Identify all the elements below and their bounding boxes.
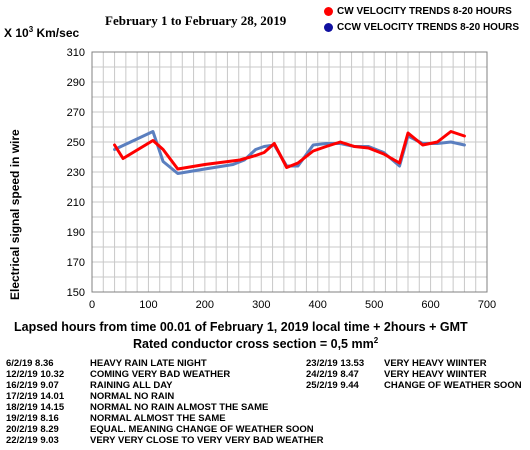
legend-item-ccw: CCW VELOCITY TRENDS 8-20 HOURS bbox=[324, 22, 519, 33]
note-row: 12/2/19 10.32 COMING VERY BAD WEATHER bbox=[6, 369, 324, 380]
note-date: 6/2/19 8.36 bbox=[6, 358, 54, 369]
x-tick-label: 600 bbox=[421, 299, 439, 311]
y-tick-label: 150 bbox=[67, 287, 85, 299]
legend-label-ccw: CCW VELOCITY TRENDS 8-20 HOURS bbox=[337, 22, 520, 33]
note-row: 16/2/19 9.07 RAINING ALL DAY bbox=[6, 380, 324, 391]
note-row: 20/2/19 8.29 EQUAL. MEANING CHANGE OF WEA… bbox=[6, 424, 324, 435]
note-text: RAINING ALL DAY bbox=[90, 380, 173, 391]
legend-marker-cw bbox=[324, 7, 333, 16]
x-tick-label: 100 bbox=[139, 299, 157, 311]
note-date: 17/2/19 14.01 bbox=[6, 391, 65, 402]
legend-item-cw: CW VELOCITY TRENDS 8-20 HOURS bbox=[324, 6, 512, 17]
note-row: 23/2/19 13.53 VERY HEAVY WIINTER bbox=[306, 358, 522, 369]
note-date: 24/2/19 8.47 bbox=[306, 369, 359, 380]
note-text: EQUAL. MEANING CHANGE OF WEATHER SOON bbox=[90, 424, 314, 435]
note-text: HEAVY RAIN LATE NIGHT bbox=[90, 358, 207, 369]
weather-notes-right: 23/2/19 13.53 VERY HEAVY WIINTER 24/2/19 8… bbox=[306, 358, 522, 391]
x-axis-label: Lapsed hours from time 00.01 of February… bbox=[14, 320, 468, 334]
y-tick-label: 270 bbox=[67, 107, 85, 119]
x-tick-label: 0 bbox=[89, 299, 95, 311]
note-text: VERY HEAVY WIINTER bbox=[384, 369, 487, 380]
series-line-cw bbox=[113, 130, 466, 171]
y-tick-label: 230 bbox=[67, 167, 85, 179]
note-row: 24/2/19 8.47 VERY HEAVY WIINTER bbox=[306, 369, 522, 380]
x-tick-label: 300 bbox=[252, 299, 270, 311]
note-row: 18/2/19 14.15 NORMAL NO RAIN ALMOST THE S… bbox=[6, 402, 324, 413]
note-row: 6/2/19 8.36 HEAVY RAIN LATE NIGHT bbox=[6, 358, 324, 369]
note-row: 25/2/19 9.44 CHANGE OF WEATHER SOON bbox=[306, 380, 522, 391]
note-row: 22/2/19 9.03 VERY VERY CLOSE TO VERY VERY… bbox=[6, 435, 324, 446]
legend-label-cw: CW VELOCITY TRENDS 8-20 HOURS bbox=[337, 6, 512, 17]
note-date: 12/2/19 10.32 bbox=[6, 369, 65, 380]
y-tick-label: 190 bbox=[67, 227, 85, 239]
unit-label: X 103 Km/sec bbox=[4, 25, 80, 40]
y-tick-label: 290 bbox=[67, 77, 85, 89]
weather-notes-left: 6/2/19 8.36 HEAVY RAIN LATE NIGHT 12/2/19 … bbox=[6, 358, 324, 446]
note-text: VERY VERY CLOSE TO VERY VERY BAD WEATHER bbox=[90, 435, 324, 446]
y-tick-label: 210 bbox=[67, 197, 85, 209]
y-tick-label: 250 bbox=[67, 137, 85, 149]
x-tick-label: 700 bbox=[478, 299, 496, 311]
x-tick-label: 200 bbox=[196, 299, 214, 311]
note-text: NORMAL NO RAIN bbox=[90, 391, 175, 402]
note-date: 16/2/19 9.07 bbox=[6, 380, 59, 391]
y-tick-label: 170 bbox=[67, 257, 85, 269]
y-tick-label: 310 bbox=[67, 47, 85, 59]
note-text: CHANGE OF WEATHER SOON bbox=[384, 380, 522, 391]
note-text: COMING VERY BAD WEATHER bbox=[90, 369, 231, 380]
y-axis-label: Electrical signal speed in wire bbox=[8, 129, 22, 300]
note-date: 18/2/19 14.15 bbox=[6, 402, 65, 413]
note-date: 25/2/19 9.44 bbox=[306, 380, 359, 391]
note-text: NORMAL NO RAIN ALMOST THE SAME bbox=[90, 402, 269, 413]
plot-frame bbox=[91, 51, 488, 293]
note-row: 17/2/19 14.01 NORMAL NO RAIN bbox=[6, 391, 324, 402]
x-tick-label: 500 bbox=[365, 299, 383, 311]
legend-marker-ccw bbox=[324, 23, 333, 32]
note-row: 19/2/19 8.16 NORMAL ALMOST THE SAME bbox=[6, 413, 324, 424]
note-date: 20/2/19 8.29 bbox=[6, 424, 59, 435]
note-date: 19/2/19 8.16 bbox=[6, 413, 59, 424]
note-date: 22/2/19 9.03 bbox=[6, 435, 59, 446]
note-text: NORMAL ALMOST THE SAME bbox=[90, 413, 226, 424]
x-tick-label: 400 bbox=[309, 299, 327, 311]
note-text: VERY HEAVY WIINTER bbox=[384, 358, 487, 369]
chart-title: February 1 to February 28, 2019 bbox=[105, 13, 287, 28]
chart-subtitle: Rated conductor cross section = 0,5 mm2 bbox=[133, 336, 379, 352]
note-date: 23/2/19 13.53 bbox=[306, 358, 365, 369]
